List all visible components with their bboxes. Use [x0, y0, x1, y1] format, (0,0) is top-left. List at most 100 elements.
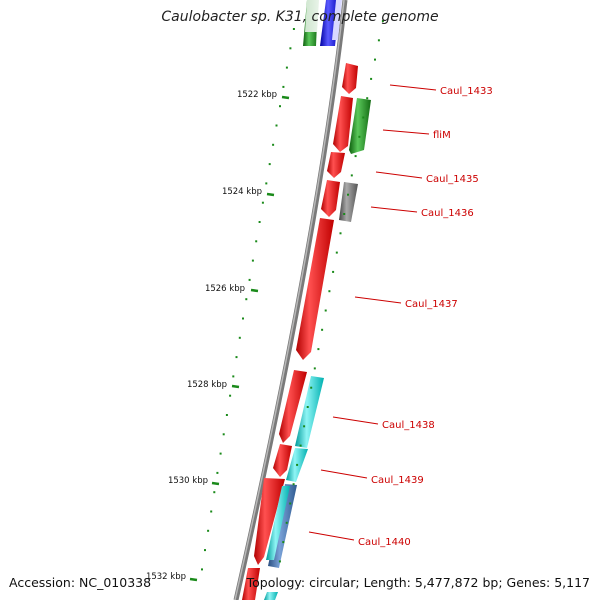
- genome-backbone: [233, 0, 348, 600]
- scale-tick-1526: [250, 288, 259, 293]
- inner-ruler-dot: [255, 240, 258, 243]
- outer-ruler-dot: [335, 251, 338, 254]
- inner-ruler-dot: [235, 356, 238, 359]
- gene-flim[interactable]: [349, 98, 371, 154]
- outer-ruler-dot: [377, 39, 380, 42]
- outer-ruler-dot: [354, 155, 357, 158]
- leader-caul-1436: [370, 206, 418, 213]
- gene-label-caul-1433[interactable]: Caul_1433: [440, 86, 493, 97]
- gene-caul-1436-left[interactable]: [321, 180, 340, 217]
- inner-ruler-dot: [210, 510, 213, 513]
- inner-ruler-dot: [204, 549, 206, 552]
- outer-ruler-dot: [317, 348, 320, 351]
- scale-ruler: 1522 kbp 1524 kbp 1526 kbp 1528 kbp 1530…: [146, 90, 290, 582]
- outer-ruler-dot: [313, 367, 316, 370]
- inner-ruler-dot: [222, 433, 225, 436]
- outer-ruler-dot: [339, 232, 342, 235]
- outer-ruler-dot: [278, 560, 281, 563]
- outer-ruler-dot: [366, 97, 369, 100]
- scale-tick-1522: [281, 95, 290, 100]
- leader-caul-1438: [332, 416, 379, 425]
- inner-ruler-dot: [232, 375, 235, 378]
- inner-ruler-dot: [279, 105, 281, 108]
- outer-ruler-dot: [321, 328, 324, 331]
- gene-label-flim[interactable]: fliM: [433, 130, 451, 141]
- inner-ruler-dot: [275, 124, 278, 127]
- outer-ruler-dot: [324, 309, 327, 312]
- outer-ruler-dot: [292, 483, 295, 486]
- scale-tick-1532: [189, 577, 198, 582]
- accession-text: Accession: NC_010338: [9, 575, 152, 590]
- gene-caul-1440[interactable]: [254, 478, 285, 565]
- gene-caul-1433[interactable]: [342, 63, 358, 94]
- outer-ruler-dot: [370, 77, 373, 80]
- scale-label-1524: 1524 kbp: [222, 187, 262, 197]
- inner-ruler-dot: [292, 28, 295, 30]
- leader-caul-1433: [389, 84, 437, 91]
- outer-ruler-dot: [328, 290, 331, 293]
- gene-label-caul-1438[interactable]: Caul_1438: [382, 420, 435, 431]
- outer-ruler-dot: [362, 116, 365, 119]
- scale-tick-1524: [266, 192, 275, 197]
- inner-ruler-dot: [248, 278, 251, 281]
- scale-tick-1530: [211, 481, 220, 486]
- gene-caul-1438[interactable]: [279, 370, 307, 443]
- page-title: Caulobacter sp. K31, complete genome: [161, 9, 439, 25]
- inner-ruler-dot: [265, 182, 268, 185]
- gene-label-caul-1439[interactable]: Caul_1439: [371, 475, 424, 486]
- outer-ruler-dot: [289, 502, 292, 505]
- genome-backbone-highlight: [234, 0, 345, 600]
- gene-caul-1435-left[interactable]: [327, 152, 345, 178]
- gene-labels: Caul_1433 fliM Caul_1435 Caul_1436 Caul_…: [308, 84, 493, 548]
- inner-ruler-dot: [251, 259, 254, 262]
- gene-red-bottom[interactable]: [242, 568, 260, 600]
- scale-label-1530: 1530 kbp: [168, 476, 208, 486]
- gene-caul-1438-right[interactable]: [295, 376, 324, 448]
- inner-ruler-dot: [245, 298, 248, 301]
- gene-caul-1437[interactable]: [296, 218, 334, 360]
- inner-ruler-dot: [285, 66, 288, 69]
- inner-ruler-dot: [213, 491, 216, 494]
- gene-cyan-tail[interactable]: [264, 592, 278, 600]
- gene-blue-light: [332, 0, 342, 40]
- outer-ruler-dot: [381, 20, 384, 22]
- reverse-strand-genes: [242, 0, 358, 600]
- outer-ruler-dot: [332, 270, 335, 273]
- gene-caul-1433b[interactable]: [333, 96, 353, 152]
- inner-ruler-dot: [261, 201, 264, 204]
- leader-flim: [382, 129, 430, 135]
- scale-label-1528: 1528 kbp: [187, 380, 227, 390]
- inner-ruler-dot: [238, 336, 241, 339]
- gene-label-caul-1440[interactable]: Caul_1440: [358, 537, 411, 548]
- outer-ruler-dot: [343, 213, 346, 215]
- scale-label-1526: 1526 kbp: [205, 284, 245, 294]
- summary-text: Topology: circular; Length: 5,477,872 bp…: [246, 575, 590, 590]
- gene-caul-1436[interactable]: [339, 182, 358, 222]
- inner-ruler-dot: [272, 143, 275, 146]
- gene-cyan-bottom[interactable]: [266, 486, 290, 560]
- inner-ruler-dot: [216, 471, 219, 474]
- gene-light-top: [305, 0, 319, 32]
- outer-ruler-dot: [347, 193, 349, 196]
- inner-ruler-dot: [207, 529, 210, 532]
- scale-label-1522: 1522 kbp: [237, 90, 277, 100]
- gene-label-caul-1437[interactable]: Caul_1437: [405, 299, 458, 310]
- gene-caul-1439[interactable]: [273, 444, 292, 477]
- scale-label-1532: 1532 kbp: [146, 572, 186, 582]
- outer-ruler-dot: [285, 521, 288, 524]
- inner-ruler-dot: [229, 394, 232, 397]
- gene-label-caul-1436[interactable]: Caul_1436: [421, 208, 474, 219]
- leader-caul-1437: [354, 296, 402, 304]
- outer-ruler-dot: [350, 174, 353, 177]
- outer-ruler-dot: [310, 386, 313, 389]
- leader-caul-1439: [320, 469, 368, 479]
- inner-ruler-dot: [225, 414, 228, 416]
- inner-ruler-dot: [268, 163, 271, 166]
- outer-ruler-dot: [299, 444, 302, 447]
- outer-ruler-dot: [358, 135, 361, 138]
- outer-ruler-dot: [303, 425, 306, 428]
- gene-label-caul-1435[interactable]: Caul_1435: [426, 174, 479, 185]
- inner-ruler-dot: [282, 85, 285, 88]
- outer-ruler-dot: [296, 463, 299, 466]
